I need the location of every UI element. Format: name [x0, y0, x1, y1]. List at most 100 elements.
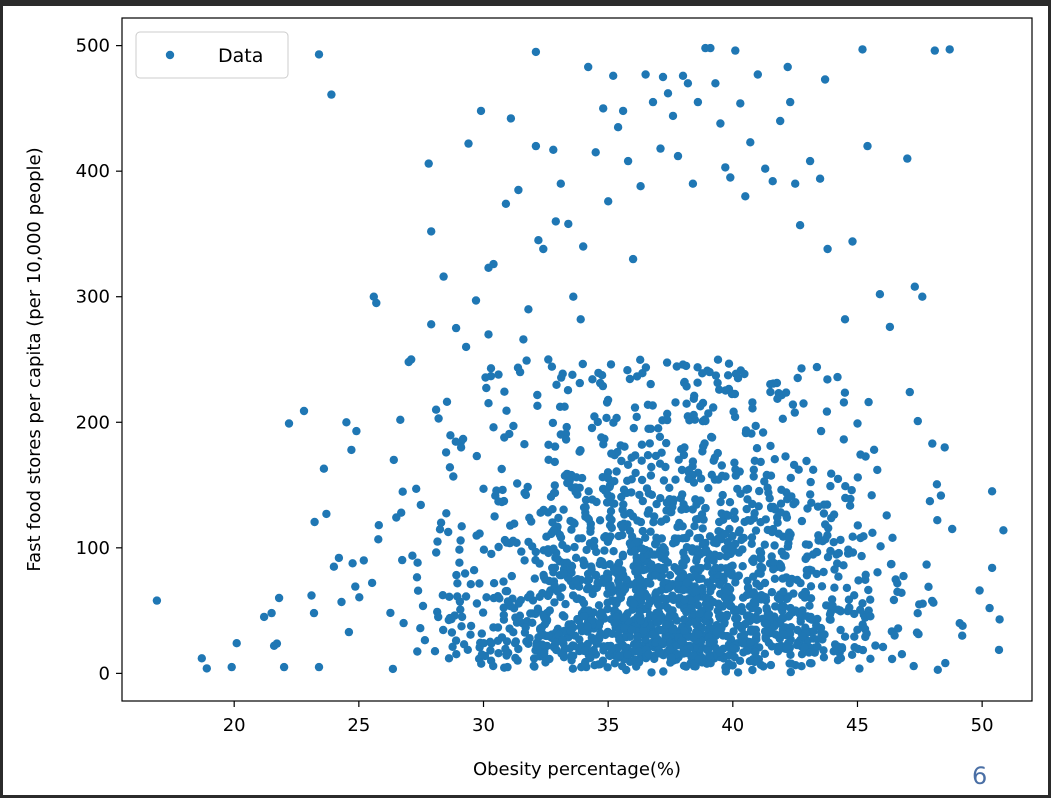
data-point [792, 640, 802, 650]
data-point [754, 502, 763, 511]
data-point [819, 509, 829, 518]
data-point [723, 371, 733, 380]
data-point [517, 547, 526, 556]
data-point [995, 615, 1004, 624]
data-point [232, 639, 241, 648]
data-point [430, 647, 440, 656]
data-point [873, 568, 882, 577]
data-point [715, 611, 724, 621]
data-point [388, 664, 398, 674]
data-point [634, 566, 643, 575]
data-point [615, 580, 624, 589]
data-point [614, 531, 623, 541]
data-point [674, 455, 683, 464]
data-point [544, 455, 553, 464]
data-point [855, 664, 864, 673]
data-point [987, 563, 997, 573]
data-point [933, 665, 942, 674]
data-point [580, 659, 590, 668]
data-point [844, 549, 854, 558]
data-point [725, 600, 734, 609]
data-point [713, 355, 723, 364]
data-point [441, 448, 451, 457]
data-point [677, 636, 686, 646]
data-point [512, 618, 522, 627]
data-point [439, 625, 448, 635]
data-point [475, 579, 484, 588]
data-point [613, 123, 623, 132]
data-point [561, 599, 570, 609]
data-point [829, 510, 839, 519]
data-point [727, 542, 736, 551]
data-point [584, 487, 593, 496]
data-point [752, 579, 761, 588]
data-point [623, 460, 633, 469]
data-point [565, 644, 574, 653]
data-point [762, 619, 771, 629]
data-point [853, 521, 862, 530]
data-point [562, 422, 571, 432]
data-point [607, 449, 616, 458]
data-point [746, 138, 755, 147]
data-point [444, 527, 453, 537]
data-point [587, 616, 596, 625]
data-point [501, 199, 511, 208]
data-point [987, 487, 997, 496]
data-point [650, 654, 659, 664]
data-point [858, 599, 867, 608]
data-point [945, 45, 954, 54]
data-point [533, 604, 543, 613]
data-point [844, 595, 854, 604]
y-tick-label: 500 [76, 36, 110, 57]
data-point [738, 562, 747, 571]
data-point [418, 601, 428, 611]
data-point [856, 533, 865, 543]
data-point [372, 298, 381, 308]
data-point [513, 479, 522, 488]
data-point [644, 600, 653, 609]
data-point [778, 414, 787, 423]
data-point [936, 491, 946, 500]
data-point [730, 389, 740, 399]
data-point [588, 375, 597, 384]
data-point [309, 608, 319, 618]
data-point [592, 497, 601, 507]
data-point [528, 618, 537, 627]
data-point [690, 522, 699, 531]
data-point [682, 399, 691, 408]
data-point [743, 583, 753, 593]
data-point [752, 444, 762, 453]
data-point [940, 443, 949, 452]
data-point [715, 385, 724, 394]
data-point [871, 641, 880, 650]
data-point [864, 397, 873, 407]
data-point [641, 70, 650, 79]
data-point [709, 597, 718, 607]
data-point [526, 609, 535, 618]
data-point [655, 649, 664, 658]
data-point [602, 398, 612, 407]
data-point [673, 151, 683, 161]
data-point [764, 627, 773, 636]
data-point [279, 662, 289, 672]
data-point [694, 574, 703, 584]
data-point [531, 555, 540, 565]
data-point [828, 601, 837, 610]
data-point [856, 605, 865, 614]
data-point [438, 591, 447, 600]
data-point [625, 508, 635, 518]
data-point [583, 622, 592, 631]
data-point [355, 593, 364, 602]
data-point [435, 525, 445, 534]
data-point [594, 601, 604, 610]
data-point [658, 72, 668, 82]
data-point [445, 463, 455, 472]
data-point [793, 373, 802, 383]
data-point [885, 322, 895, 332]
data-point [497, 633, 507, 642]
data-point [822, 601, 831, 610]
data-point [460, 569, 470, 578]
data-point [572, 473, 581, 482]
data-point [310, 517, 319, 527]
